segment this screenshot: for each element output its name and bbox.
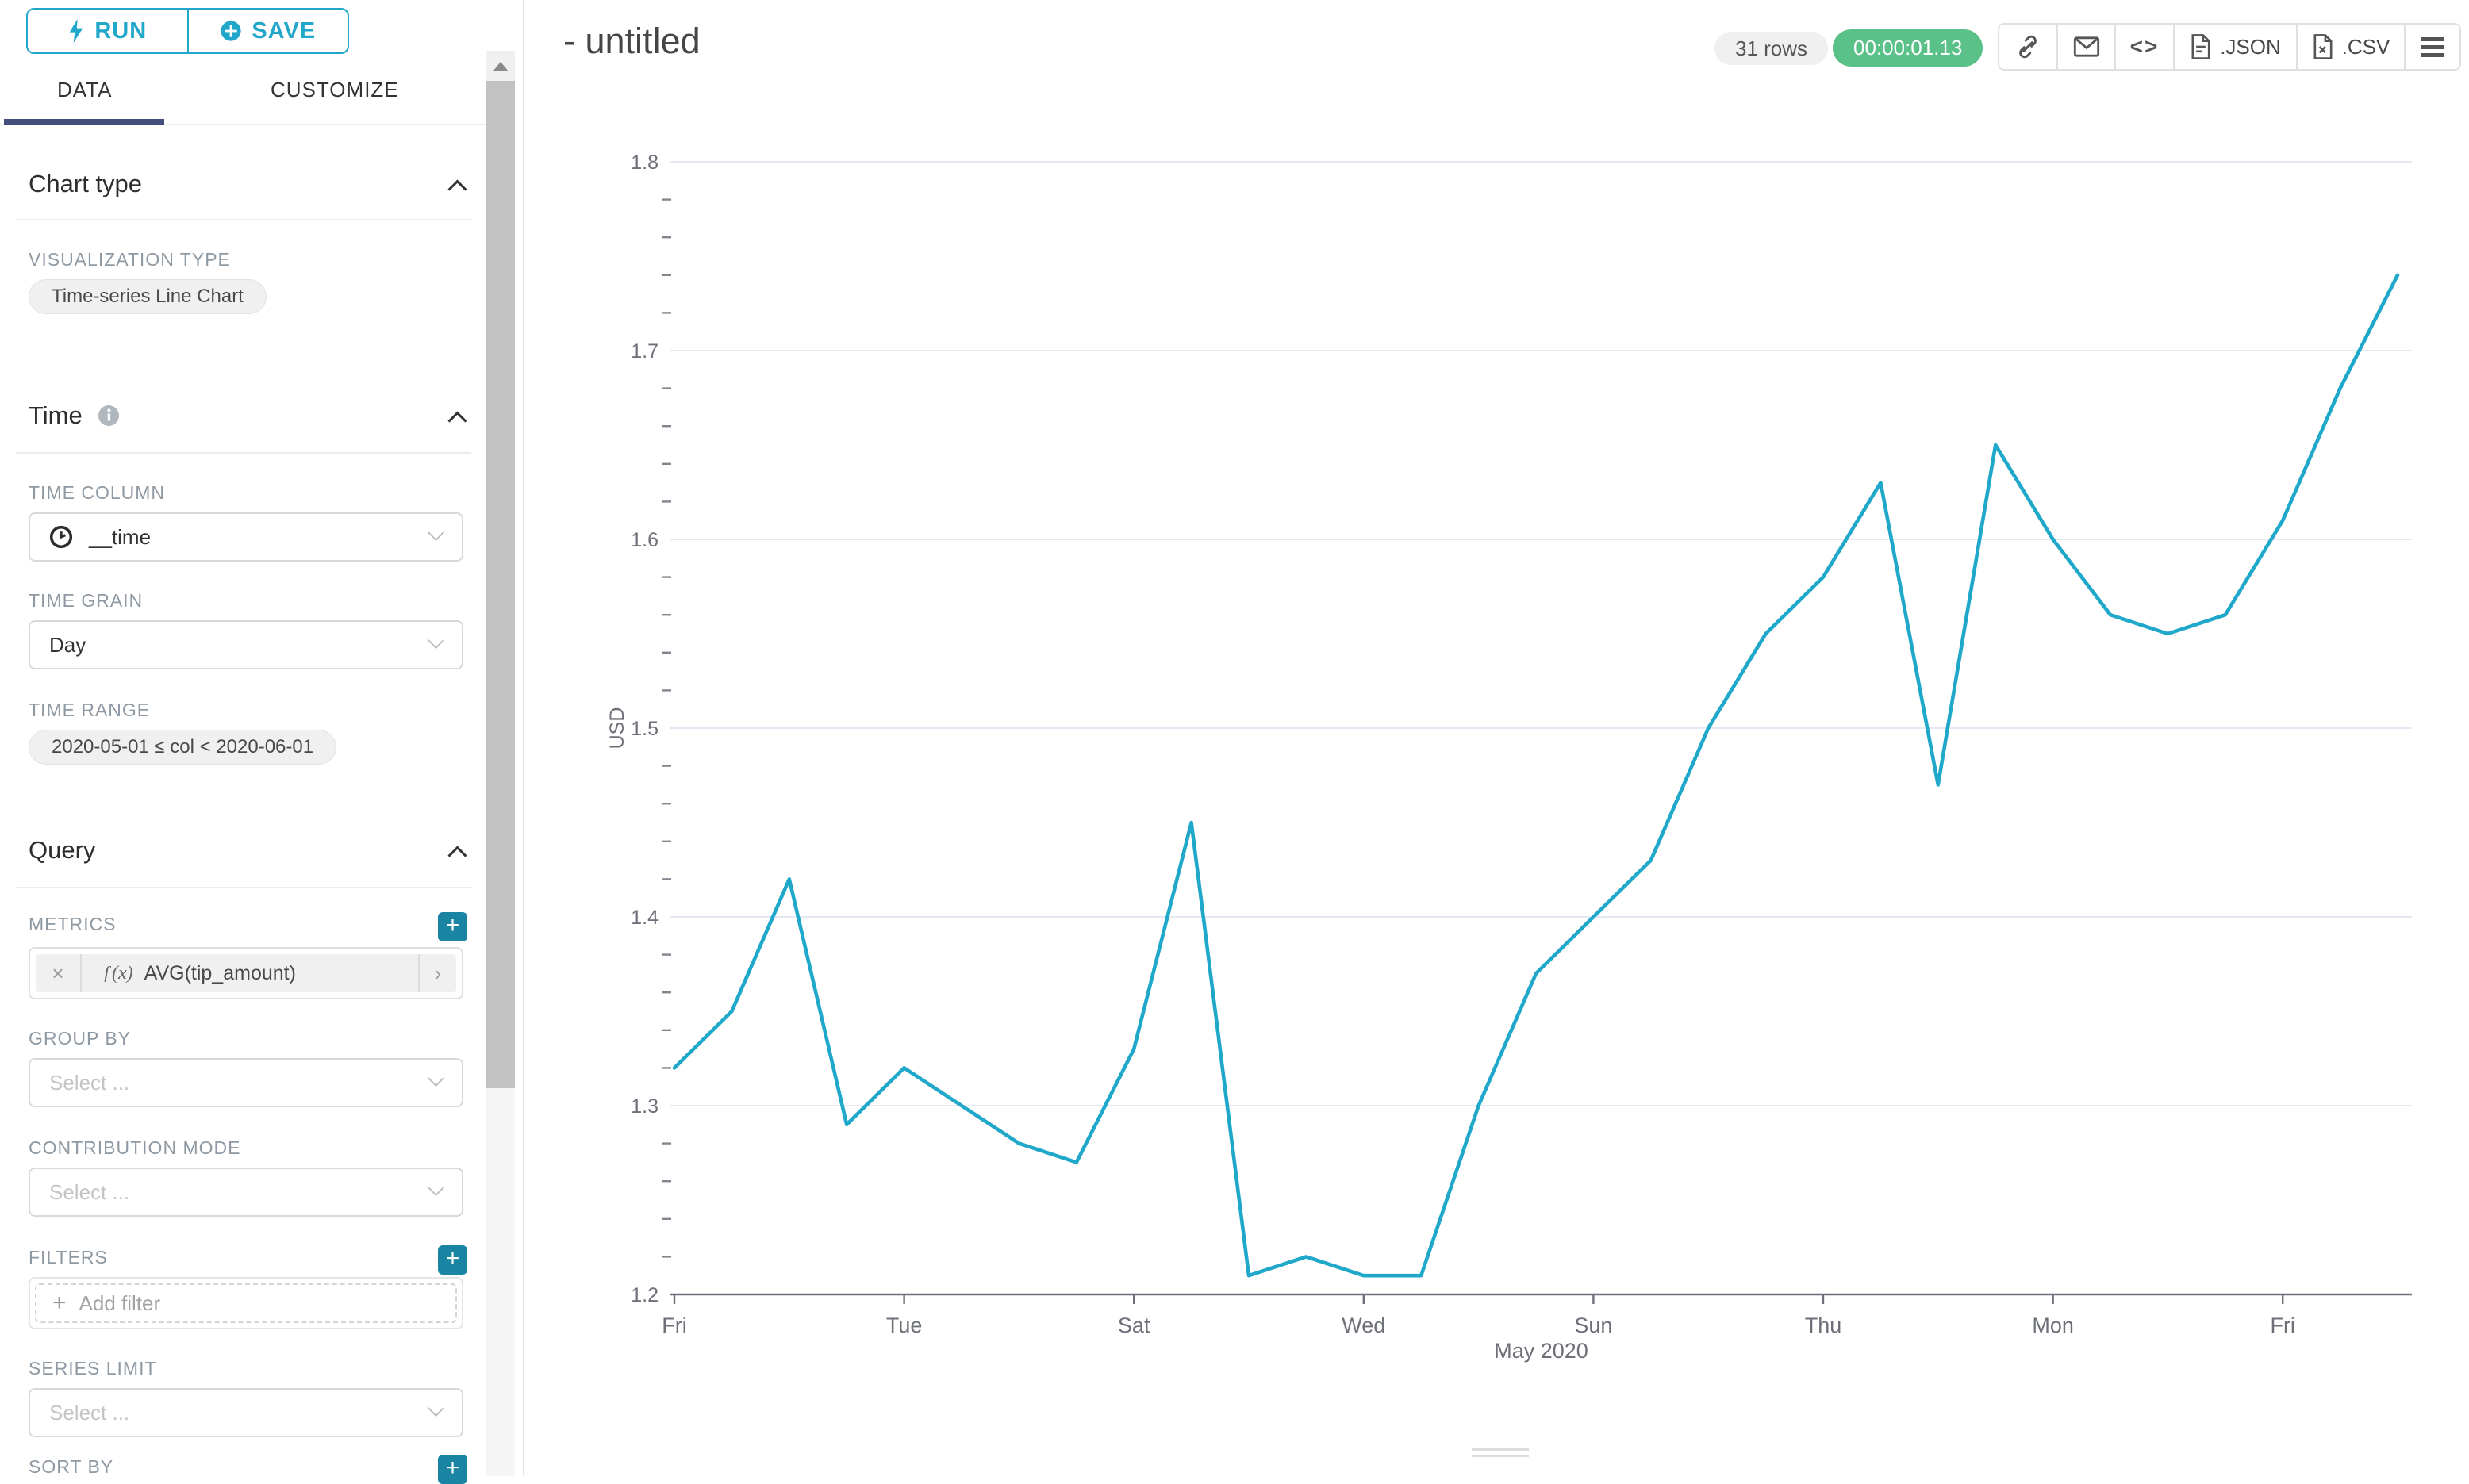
metrics-container: × ƒ(x) AVG(tip_amount) › [29,947,463,999]
group-by-placeholder: Select ... [49,1070,130,1095]
add-filter-plus-button[interactable]: + [438,1245,467,1275]
svg-text:Sat: Sat [1118,1313,1150,1337]
embed-email-button[interactable] [2056,25,2114,69]
series-limit-placeholder: Select ... [49,1400,130,1425]
file-json-icon [2191,34,2210,59]
filters-container: + Add filter [29,1277,463,1329]
visualization-type-pill[interactable]: Time-series Line Chart [29,279,267,314]
results-pane-drag-handle[interactable] [1472,1448,1529,1459]
svg-text:USD: USD [606,707,628,750]
sidebar-scrollbar-thumb[interactable] [486,81,515,1088]
contribution-mode-select[interactable]: Select ... [29,1168,463,1217]
file-csv-icon [2313,34,2333,59]
menu-icon [2421,36,2444,57]
sort-by-label: SORT BY [29,1456,114,1477]
metrics-label: METRICS [29,914,117,934]
add-metric-button[interactable]: + [438,912,467,941]
svg-text:1.8: 1.8 [631,151,659,174]
row-count-badge: 31 rows [1714,32,1829,65]
metric-expression: AVG(tip_amount) [144,961,296,984]
run-save-button-group: RUN SAVE [26,8,349,54]
svg-text:1.2: 1.2 [631,1284,659,1306]
clock-icon [49,525,73,549]
svg-text:1.6: 1.6 [631,529,659,551]
save-button[interactable]: SAVE [186,10,348,52]
metric-caret-right-icon[interactable]: › [418,954,456,992]
time-grain-select[interactable]: Day [29,620,463,669]
section-divider [16,887,471,888]
time-column-value: __time [89,524,152,549]
svg-text:1.7: 1.7 [631,340,659,362]
svg-text:1.4: 1.4 [631,907,659,929]
copy-link-button[interactable] [1999,25,2056,69]
json-label: .JSON [2220,34,2281,59]
time-grain-label: TIME GRAIN [29,590,144,611]
more-options-button[interactable] [2404,25,2459,69]
run-button-label: RUN [94,17,148,44]
visualization-type-label: VISUALIZATION TYPE [29,249,231,270]
active-tab-indicator [4,119,164,125]
time-range-label: TIME RANGE [29,700,151,720]
filters-label: FILTERS [29,1247,108,1267]
add-filter-dropzone[interactable]: + Add filter [35,1283,457,1323]
svg-text:Fri: Fri [2270,1313,2294,1337]
export-json-button[interactable]: .JSON [2173,25,2296,69]
svg-text:Fri: Fri [662,1313,686,1337]
scrollbar-up-arrow[interactable] [486,51,515,81]
tab-data[interactable]: DATA [57,78,113,102]
link-icon [2019,35,2037,59]
contribution-mode-placeholder: Select ... [49,1179,130,1204]
run-button[interactable]: RUN [28,10,187,52]
time-column-label: TIME COLUMN [29,482,165,503]
section-heading-time: Time [29,401,120,430]
metric-chip[interactable]: × ƒ(x) AVG(tip_amount) › [36,954,456,992]
panel-divider [523,0,524,1476]
svg-text:Tue: Tue [886,1313,923,1337]
code-icon: <> [2129,34,2160,59]
svg-text:Wed: Wed [1342,1313,1385,1337]
section-heading-chart-type: Chart type [29,170,143,197]
svg-text:Thu: Thu [1805,1313,1842,1337]
group-by-select[interactable]: Select ... [29,1058,463,1107]
export-csv-button[interactable]: .CSV [2296,25,2404,69]
section-divider [16,452,471,454]
svg-text:Mon: Mon [2032,1313,2074,1337]
time-column-select[interactable]: __time [29,512,463,562]
chart-actions-toolbar: <> .JSON .CSV [1998,23,2461,71]
envelope-icon [2073,36,2099,57]
query-timer-badge: 00:00:01.13 [1833,29,1983,67]
add-filter-text: Add filter [79,1290,161,1315]
time-range-pill[interactable]: 2020-05-01 ≤ col < 2020-06-01 [29,730,337,765]
save-button-label: SAVE [252,17,317,44]
svg-text:May 2020: May 2020 [1494,1339,1588,1363]
time-grain-value: Day [49,632,86,657]
tab-customize[interactable]: CUSTOMIZE [271,78,399,102]
time-heading-label: Time [29,401,83,429]
section-divider [16,219,471,220]
plus-circle-icon [221,21,241,41]
svg-text:Sun: Sun [1574,1313,1612,1337]
remove-metric-icon[interactable]: × [36,954,82,992]
series-limit-select[interactable]: Select ... [29,1388,463,1437]
info-icon [98,405,120,426]
svg-text:1.3: 1.3 [631,1095,659,1118]
plus-icon: + [52,1290,67,1316]
chart-title[interactable]: - untitled [563,21,701,61]
view-query-button[interactable]: <> [2114,25,2173,69]
tab-divider [0,124,486,125]
series-limit-label: SERIES LIMIT [29,1358,157,1379]
csv-label: .CSV [2341,34,2390,59]
explore-control-panel: RUN SAVE DATA CUSTOMIZE Chart type VISUA… [0,0,524,1484]
lightning-icon [69,19,83,43]
group-by-label: GROUP BY [29,1028,131,1049]
section-heading-query: Query [29,836,96,864]
function-icon: ƒ(x) [102,962,133,984]
svg-text:1.5: 1.5 [631,718,659,740]
contribution-mode-label: CONTRIBUTION MODE [29,1137,241,1158]
